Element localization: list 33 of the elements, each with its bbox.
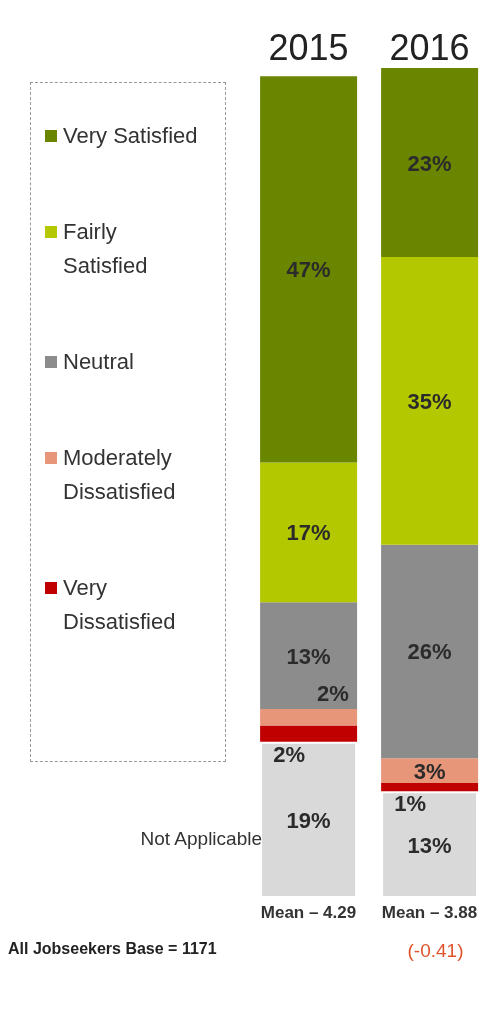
data-label: 23% [407,150,452,176]
data-label: 35% [407,388,452,414]
bar [260,602,358,709]
data-label: 19% [286,807,331,833]
data-label: 3% [413,758,446,784]
bar [381,257,479,545]
bar [260,708,358,726]
data-label: 13% [286,643,331,669]
text: All Jobseekers Base = 1171 [8,940,217,959]
bar [260,725,358,742]
bar [381,782,479,792]
legend-label: Very Dissatisfied [63,574,177,636]
data-label: 2% [273,741,306,767]
bar [381,544,479,759]
legend-label: Moderately Dissatisfied [63,444,177,506]
bar [260,462,358,603]
legend-label: Fairly Satisfied [63,218,149,280]
data-label: 17% [286,520,331,546]
text: Mean – 3.88 [381,903,478,923]
data-label: 26% [407,639,452,665]
bar [381,68,479,258]
series-label: Not Applicable [140,828,262,850]
x-tick-label: 2016 [389,27,470,68]
data-label: 2% [316,680,349,706]
data-label: 47% [286,257,331,283]
legend-label: Very Satisfied [63,122,199,150]
x-tick-label: 2015 [268,27,349,68]
legend-label: Neutral [63,348,135,376]
bar [260,76,358,463]
data-label: 1% [394,791,427,817]
text: Mean – 4.29 [260,903,357,923]
data-label: 13% [407,832,452,858]
text: (-0.41) [406,940,465,962]
